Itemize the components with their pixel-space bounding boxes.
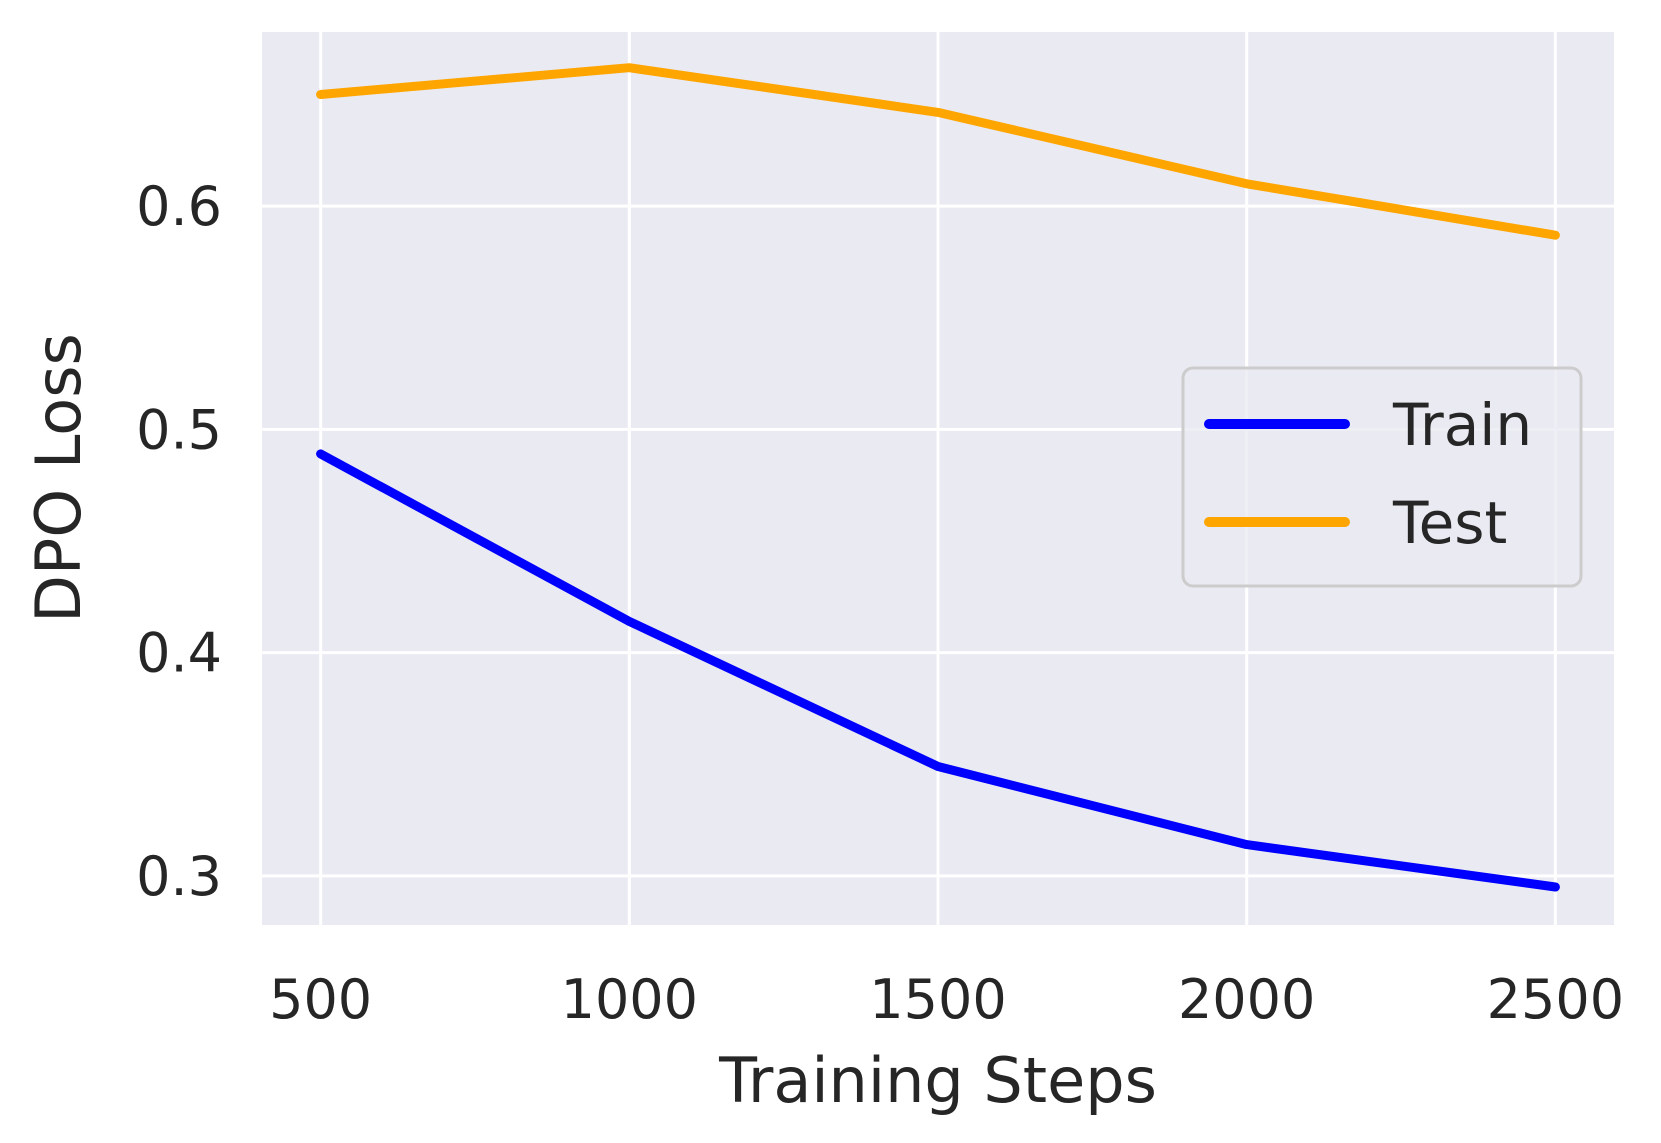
x-tick-label: 2000	[1178, 968, 1315, 1031]
x-tick-label: 1000	[561, 968, 698, 1031]
series-line-test	[316, 63, 1560, 240]
x-axis-label: Training Steps	[718, 1044, 1157, 1117]
x-tick-label: 1500	[869, 968, 1006, 1031]
legend-label-test: Test	[1392, 489, 1507, 557]
legend: Train Test	[1181, 366, 1583, 588]
legend-label-train: Train	[1392, 391, 1532, 459]
series-line-train	[316, 449, 1560, 892]
y-axis-label: DPO Loss	[22, 333, 95, 623]
x-tick-label: 2500	[1487, 968, 1624, 1031]
y-tick-label: 0.5	[136, 398, 222, 461]
y-tick-label: 0.3	[136, 845, 222, 908]
x-tick-label: 500	[269, 968, 372, 1031]
y-tick-labels: 0.3 0.4 0.5 0.6	[136, 175, 222, 908]
y-tick-label: 0.6	[136, 175, 222, 238]
y-tick-label: 0.4	[136, 622, 222, 685]
series-lines	[316, 63, 1560, 892]
x-tick-labels: 500 1000 1500 2000 2500	[269, 968, 1624, 1031]
